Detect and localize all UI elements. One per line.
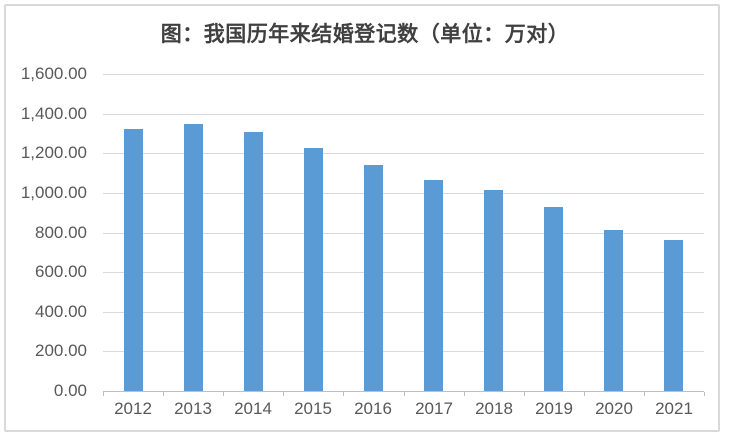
bar-2014 [244, 132, 263, 391]
y-axis-tick-label: 600.00 [35, 262, 87, 281]
x-axis-category-label: 2014 [234, 399, 272, 418]
x-axis-tick [464, 392, 465, 396]
bar-2018 [484, 190, 503, 391]
chart-frame [4, 4, 720, 432]
x-axis-tick [163, 392, 164, 396]
y-axis-tick-label: 400.00 [35, 302, 87, 321]
gridline-1400 [103, 114, 704, 115]
x-axis-tick [644, 392, 645, 396]
x-axis-tick [524, 392, 525, 396]
gridline-1600 [103, 74, 704, 75]
bar-2021 [664, 240, 683, 391]
gridline-600 [103, 272, 704, 273]
gridline-400 [103, 312, 704, 313]
x-axis-category-label: 2012 [114, 399, 152, 418]
x-axis-category-label: 2021 [655, 399, 693, 418]
x-axis-tick [404, 392, 405, 396]
x-axis-category-label: 2017 [415, 399, 453, 418]
gridline-1000 [103, 193, 704, 194]
x-axis-category-label: 2013 [174, 399, 212, 418]
bar-2013 [184, 124, 203, 391]
y-axis-tick-label: 200.00 [35, 341, 87, 360]
bar-2012 [124, 129, 143, 391]
x-axis-line [103, 391, 704, 392]
bar-2015 [304, 148, 323, 391]
y-axis-tick-label: 1,000.00 [20, 183, 87, 202]
y-axis-tick-label: 1,200.00 [20, 143, 87, 162]
x-axis-category-label: 2019 [535, 399, 573, 418]
x-axis-tick [283, 392, 284, 396]
x-axis-category-label: 2015 [294, 399, 332, 418]
x-axis-category-label: 2016 [354, 399, 392, 418]
bar-2017 [424, 180, 443, 391]
x-axis-tick [343, 392, 344, 396]
x-axis-category-label: 2018 [475, 399, 513, 418]
y-axis-tick-label: 800.00 [35, 223, 87, 242]
gridline-800 [103, 233, 704, 234]
x-axis-category-label: 2020 [595, 399, 633, 418]
gridline-200 [103, 351, 704, 352]
y-axis-tick-label: 1,600.00 [20, 64, 87, 83]
bar-2016 [364, 165, 383, 391]
x-axis-tick [704, 392, 705, 396]
bar-2020 [604, 230, 623, 391]
x-axis-tick [584, 392, 585, 396]
chart-title: 图：我国历年来结婚登记数（单位：万对） [160, 23, 570, 46]
x-axis-tick [103, 392, 104, 396]
x-axis-tick [223, 392, 224, 396]
y-axis-tick-label: 0.00 [53, 381, 87, 400]
y-axis-tick-label: 1,400.00 [20, 104, 87, 123]
gridline-1200 [103, 153, 704, 154]
bar-2019 [544, 207, 563, 391]
